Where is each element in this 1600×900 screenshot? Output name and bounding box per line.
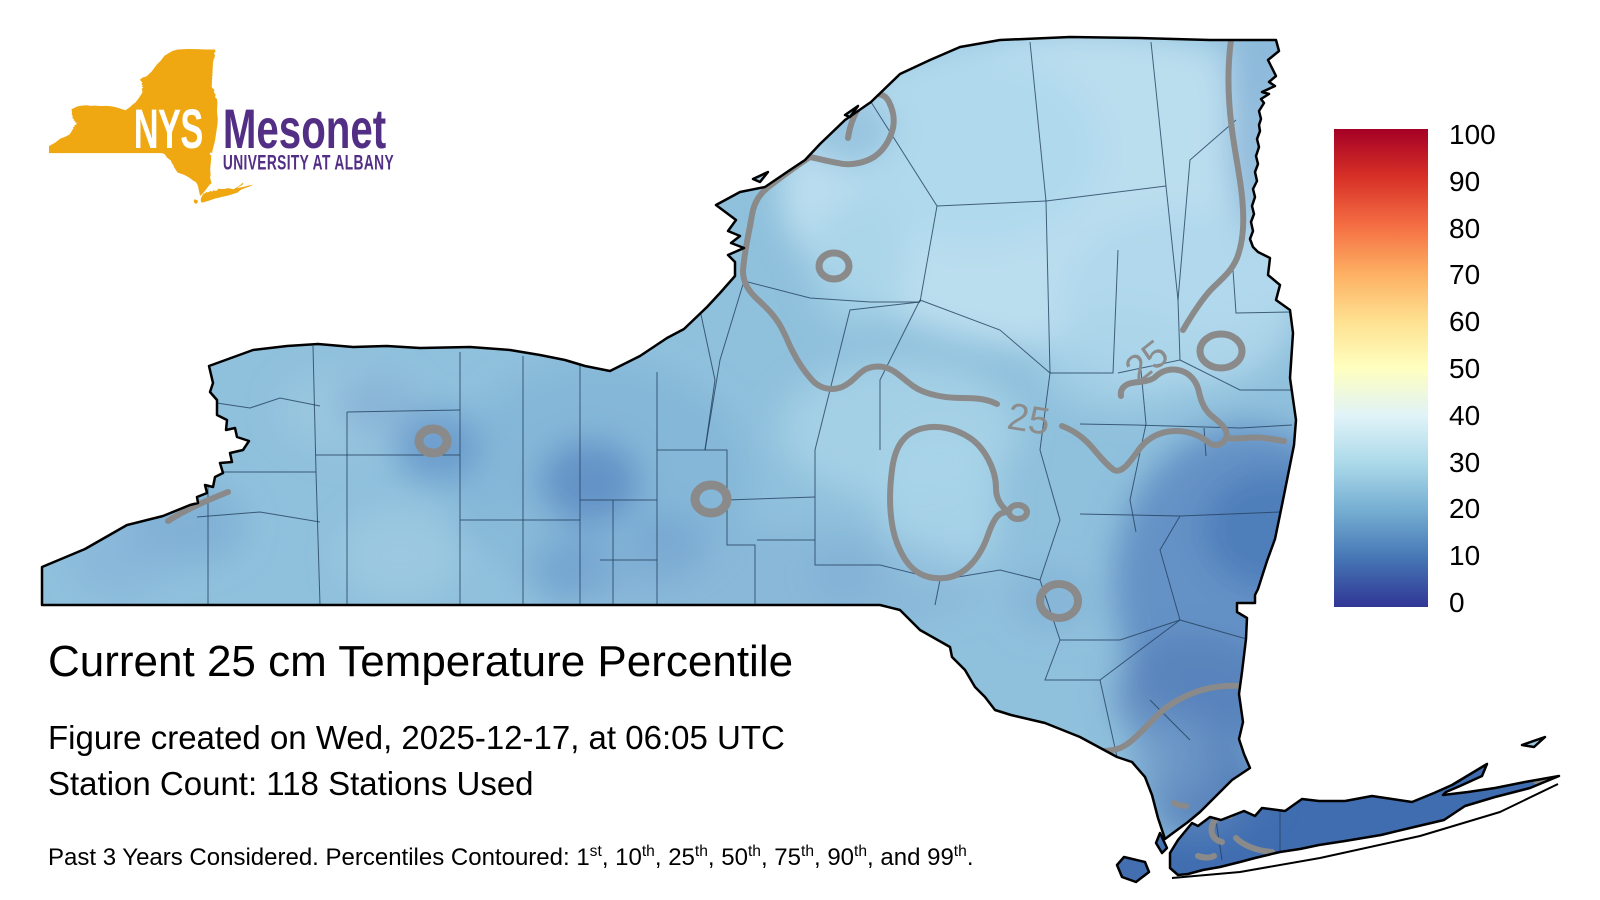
svg-text:Mesonet: Mesonet [223, 99, 386, 161]
svg-text:NYS: NYS [134, 98, 203, 161]
svg-text:25: 25 [1005, 396, 1053, 444]
svg-text:UNIVERSITY AT ALBANY: UNIVERSITY AT ALBANY [223, 150, 394, 174]
